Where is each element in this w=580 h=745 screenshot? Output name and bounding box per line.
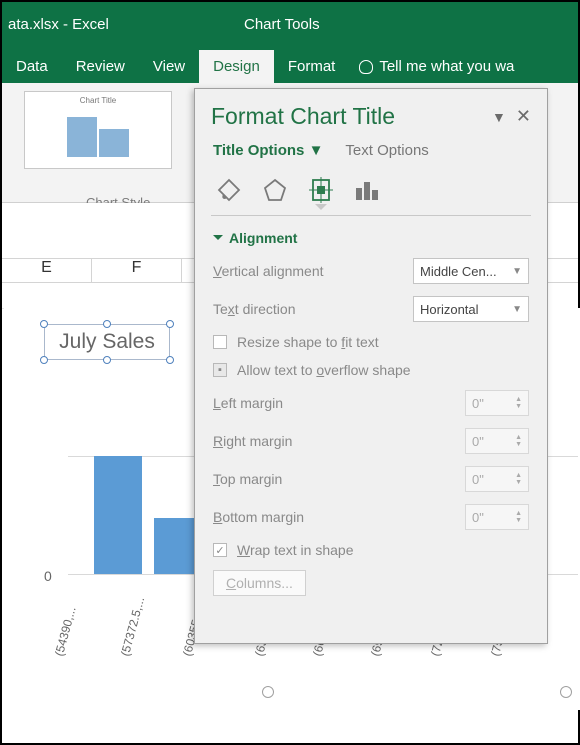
selection-handle[interactable] bbox=[166, 356, 174, 364]
tell-me-placeholder: Tell me what you wa bbox=[379, 58, 514, 75]
chart-bar[interactable] bbox=[94, 456, 142, 574]
label-allow-overflow: Allow text to overflow shape bbox=[237, 362, 529, 378]
size-properties-icon[interactable] bbox=[303, 173, 339, 207]
selection-handle[interactable] bbox=[40, 320, 48, 328]
chart-style-thumbnail[interactable]: Chart Title bbox=[24, 91, 172, 169]
spinner-arrows-icon[interactable]: ▲▼ bbox=[515, 434, 522, 448]
chart-selection-handle[interactable] bbox=[262, 686, 274, 698]
lightbulb-icon bbox=[359, 60, 373, 74]
section-alignment[interactable]: Alignment bbox=[195, 216, 547, 252]
chart-selection-handle[interactable] bbox=[560, 686, 572, 698]
selection-handle[interactable] bbox=[40, 356, 48, 364]
fill-line-icon[interactable] bbox=[211, 173, 247, 207]
contextual-tab-label: Chart Tools bbox=[212, 16, 578, 33]
tell-me-search[interactable]: Tell me what you wa bbox=[349, 50, 524, 83]
tab-format[interactable]: Format bbox=[274, 50, 350, 83]
spinner-arrows-icon[interactable]: ▲▼ bbox=[515, 396, 522, 410]
collapse-icon bbox=[213, 235, 223, 245]
format-chart-title-pane: Format Chart Title ▼ ✕ Title Options ▼ T… bbox=[194, 88, 548, 644]
checkbox-allow-overflow[interactable]: ▪ bbox=[213, 363, 227, 377]
spinner-arrows-icon[interactable]: ▲▼ bbox=[515, 472, 522, 486]
subtab-text-options[interactable]: Text Options bbox=[345, 142, 428, 159]
chart-title[interactable]: July Sales bbox=[44, 324, 170, 360]
col-header-e[interactable]: E bbox=[2, 259, 92, 282]
label-left-margin: Left margin bbox=[213, 395, 465, 411]
tab-view[interactable]: View bbox=[139, 50, 199, 83]
close-icon[interactable]: ✕ bbox=[516, 106, 531, 127]
chart-title-text: July Sales bbox=[59, 330, 155, 354]
y-axis-tick-0: 0 bbox=[44, 568, 52, 584]
spinner-left-margin[interactable]: 0"▲▼ bbox=[465, 390, 529, 416]
label-right-margin: Right margin bbox=[213, 433, 465, 449]
selection-handle[interactable] bbox=[103, 320, 111, 328]
spinner-right-margin[interactable]: 0"▲▼ bbox=[465, 428, 529, 454]
chevron-down-icon: ▼ bbox=[512, 304, 522, 315]
spinner-bottom-margin[interactable]: 0"▲▼ bbox=[465, 504, 529, 530]
pane-title: Format Chart Title bbox=[211, 103, 492, 130]
title-bar: ata.xlsx - Excel Chart Tools bbox=[2, 2, 578, 47]
col-header-f[interactable]: F bbox=[92, 259, 182, 282]
tab-data[interactable]: Data bbox=[2, 50, 62, 83]
selection-handle[interactable] bbox=[103, 356, 111, 364]
subtab-title-options[interactable]: Title Options ▼ bbox=[213, 142, 323, 159]
tab-review[interactable]: Review bbox=[62, 50, 139, 83]
spinner-top-margin[interactable]: 0"▲▼ bbox=[465, 466, 529, 492]
combo-text-direction[interactable]: Horizontal▼ bbox=[413, 296, 529, 322]
label-top-margin: Top margin bbox=[213, 471, 465, 487]
checkbox-resize-shape[interactable] bbox=[213, 335, 227, 349]
effects-icon[interactable] bbox=[257, 173, 293, 207]
spinner-arrows-icon[interactable]: ▲▼ bbox=[515, 510, 522, 524]
window-title: ata.xlsx - Excel bbox=[2, 16, 212, 33]
combo-vertical-alignment[interactable]: Middle Cen...▼ bbox=[413, 258, 529, 284]
label-vertical-alignment: Vertical alignment bbox=[213, 263, 413, 279]
label-resize-shape: Resize shape to fit text bbox=[237, 334, 529, 350]
label-text-direction: Text direction bbox=[213, 301, 413, 317]
thumb-title: Chart Title bbox=[25, 96, 171, 105]
checkbox-wrap-text[interactable] bbox=[213, 543, 227, 557]
thumb-bars bbox=[25, 109, 171, 157]
tab-design[interactable]: Design bbox=[199, 50, 274, 83]
label-bottom-margin: Bottom margin bbox=[213, 509, 465, 525]
task-pane-options-icon[interactable]: ▼ bbox=[492, 109, 506, 125]
chevron-down-icon: ▼ bbox=[512, 266, 522, 277]
ribbon-tabs: Data Review View Design Format Tell me w… bbox=[2, 47, 578, 83]
selection-handle[interactable] bbox=[166, 320, 174, 328]
chart-icon[interactable] bbox=[349, 173, 385, 207]
columns-button[interactable]: Columns... bbox=[213, 570, 306, 596]
label-wrap-text: Wrap text in shape bbox=[237, 542, 529, 558]
